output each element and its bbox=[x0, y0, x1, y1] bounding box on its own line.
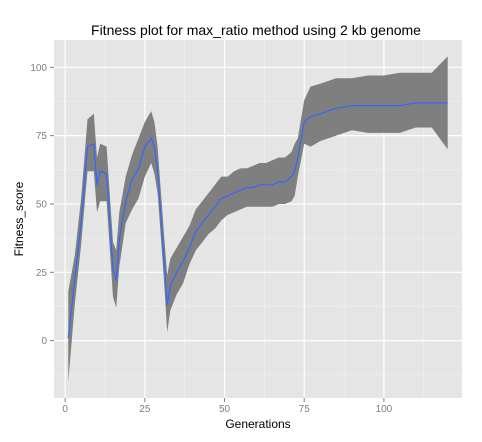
y-tick-label: 25 bbox=[36, 268, 48, 279]
y-tick-label: 50 bbox=[36, 199, 48, 210]
confidence-ribbon bbox=[68, 56, 448, 382]
x-tick-label: 0 bbox=[62, 404, 68, 415]
x-tick-label: 100 bbox=[376, 404, 393, 415]
y-axis-title: Fitness_score bbox=[12, 181, 26, 256]
x-tick-label: 50 bbox=[219, 404, 231, 415]
axis-ticks: 0 25 50 75 100 0 25 50 75 100 bbox=[30, 63, 392, 415]
y-tick-label: 100 bbox=[30, 63, 47, 74]
y-tick-label: 0 bbox=[41, 336, 47, 347]
fitness-line bbox=[67, 102, 448, 338]
chart-title: Fitness plot for max_ratio method using … bbox=[91, 22, 421, 38]
y-tick-label: 75 bbox=[36, 131, 48, 142]
data-marks bbox=[67, 56, 448, 382]
x-tick-label: 25 bbox=[139, 404, 151, 415]
x-axis-title: Generations bbox=[225, 417, 290, 431]
x-tick-label: 75 bbox=[299, 404, 311, 415]
